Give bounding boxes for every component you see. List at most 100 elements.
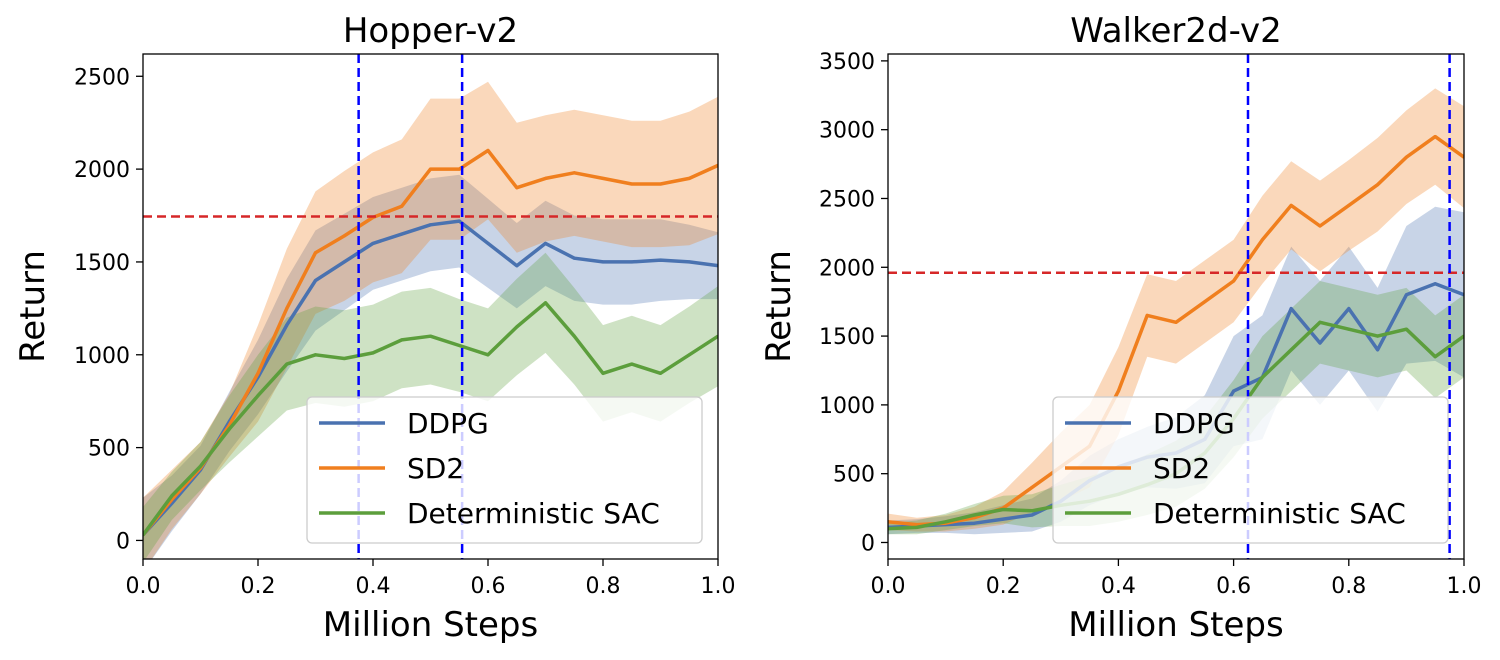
legend-label-sd2: SD2 (407, 452, 464, 485)
y-tick-label: 2500 (819, 187, 875, 212)
data-point-ddpg (400, 232, 404, 236)
data-point-ddpg (429, 223, 432, 227)
data-point-ddpg (1404, 293, 1408, 297)
data-point-deterministic-sac (687, 353, 691, 357)
data-point-sd2 (1260, 238, 1264, 242)
data-point-sd2 (915, 523, 919, 527)
data-point-ddpg (1347, 307, 1351, 311)
data-point-sd2 (1145, 313, 1149, 317)
y-axis-label: Return (759, 250, 799, 363)
y-tick-label: 3500 (819, 50, 875, 75)
legend-label-sd2: SD2 (1153, 452, 1210, 485)
data-point-sd2 (1232, 279, 1236, 283)
data-point-ddpg (515, 264, 519, 268)
data-point-deterministic-sac (400, 338, 404, 342)
data-point-deterministic-sac (572, 334, 576, 338)
data-point-deterministic-sac (1347, 327, 1351, 331)
y-tick-label: 500 (88, 437, 130, 462)
data-point-sd2 (457, 167, 461, 171)
data-point-ddpg (1030, 513, 1034, 517)
data-point-ddpg (659, 258, 662, 262)
data-point-ddpg (1001, 517, 1005, 521)
data-point-deterministic-sac (227, 427, 231, 431)
data-point-ddpg (285, 323, 289, 327)
data-point-ddpg (1289, 307, 1293, 311)
data-point-deterministic-sac (630, 362, 634, 366)
band-ddpg (888, 206, 1464, 535)
data-point-deterministic-sac (1404, 327, 1408, 331)
x-tick-label: 0.6 (471, 574, 506, 599)
data-point-deterministic-sac (170, 494, 174, 498)
data-point-ddpg (572, 256, 576, 260)
x-tick-label: 0.0 (871, 574, 906, 599)
data-point-ddpg (544, 241, 547, 245)
y-axis-label: Return (13, 250, 53, 363)
x-tick-label: 0.6 (1216, 574, 1251, 599)
data-point-ddpg (972, 521, 976, 525)
data-point-deterministic-sac (486, 353, 490, 357)
data-point-deterministic-sac (1433, 355, 1437, 359)
data-point-sd2 (1318, 224, 1322, 228)
axes-frame (887, 53, 1465, 560)
data-point-deterministic-sac (256, 394, 260, 398)
y-tick-label: 3000 (819, 119, 875, 144)
legend-label-ddpg: DDPG (1153, 407, 1235, 440)
data-point-sd2 (544, 176, 547, 180)
data-point-deterministic-sac (1318, 320, 1322, 324)
x-tick-label: 0.8 (586, 574, 621, 599)
data-point-deterministic-sac (515, 325, 519, 329)
data-point-ddpg (486, 241, 490, 245)
y-tick-label: 2000 (819, 256, 875, 281)
band-sd2 (888, 88, 1464, 532)
legend-box (1052, 396, 1449, 544)
data-point-sd2 (1289, 203, 1293, 207)
y-tick-label: 1000 (819, 394, 875, 419)
data-point-deterministic-sac (199, 464, 202, 468)
data-point-sd2 (1030, 485, 1034, 489)
data-point-deterministic-sac (342, 357, 346, 360)
data-point-deterministic-sac (1001, 508, 1005, 511)
data-point-sd2 (1376, 183, 1380, 187)
band-sd2 (143, 81, 718, 559)
data-point-deterministic-sac (457, 344, 461, 347)
legend-label-ddpg: DDPG (407, 407, 489, 440)
data-point-ddpg (1232, 389, 1236, 393)
band-ddpg (143, 174, 718, 559)
y-tick-label: 2500 (74, 65, 130, 90)
data-point-sd2 (601, 176, 605, 180)
axes-frame (142, 53, 719, 560)
y-tick-label: 1000 (74, 344, 130, 369)
data-point-deterministic-sac (1376, 334, 1380, 338)
x-axis-label: Million Steps (1068, 605, 1283, 645)
data-point-deterministic-sac (1260, 375, 1264, 379)
legend-label-deterministic-sac: Deterministic SAC (407, 497, 660, 530)
data-point-deterministic-sac (371, 351, 375, 355)
legend-box (306, 396, 703, 544)
y-tick-label: 1500 (74, 251, 130, 276)
data-point-ddpg (1376, 348, 1380, 352)
x-tick-label: 0.2 (986, 574, 1021, 599)
data-point-sd2 (256, 371, 260, 375)
legend: DDPG SD2 Deterministic SAC (306, 396, 703, 544)
data-point-sd2 (314, 251, 317, 255)
data-point-ddpg (342, 260, 346, 264)
data-point-sd2 (1116, 389, 1120, 393)
x-tick-label: 0.4 (356, 574, 391, 599)
legend: DDPG SD2 Deterministic SAC (1052, 396, 1449, 544)
walker-panel: 0.0 0.2 0.4 0.6 0.8 1.0 0 500 1000 1500 2000 2500 30… (759, 11, 1482, 645)
data-point-deterministic-sac (314, 353, 317, 357)
data-point-deterministic-sac (659, 371, 662, 375)
data-point-sd2 (572, 171, 576, 175)
data-point-deterministic-sac (285, 362, 289, 366)
y-tick-label: 0 (116, 529, 130, 554)
data-point-ddpg (630, 260, 634, 264)
x-tick-label: 0.4 (1101, 574, 1136, 599)
data-point-sd2 (687, 176, 691, 180)
data-point-sd2 (486, 149, 490, 152)
y-tick-label: 1500 (819, 325, 875, 350)
y-tick-label: 2000 (74, 158, 130, 183)
data-point-deterministic-sac (972, 513, 976, 517)
data-point-deterministic-sac (915, 525, 919, 529)
